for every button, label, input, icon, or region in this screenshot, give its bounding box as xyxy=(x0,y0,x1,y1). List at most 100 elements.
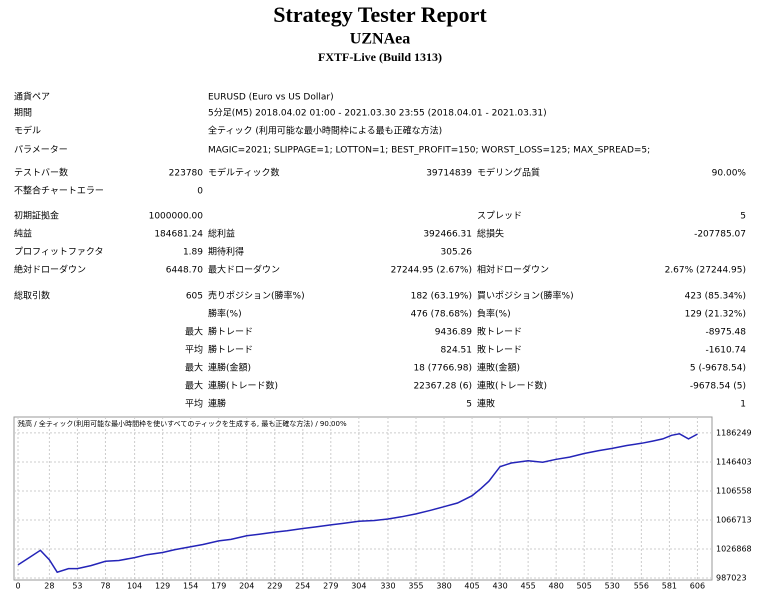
field-label: 連勝(金額) xyxy=(208,362,251,374)
x-tick-label: 581 xyxy=(662,582,677,591)
x-tick-label: 405 xyxy=(464,582,479,591)
field-label: 総利益 xyxy=(208,228,235,240)
x-tick-label: 154 xyxy=(183,582,198,591)
y-tick-label: 1066713 xyxy=(716,515,752,524)
field-label: 連勝(トレード数) xyxy=(208,380,278,392)
field-label: 売りポジション(勝率%) xyxy=(208,290,305,302)
field-value: MAGIC=2021; SLIPPAGE=1; LOTTON=1; BEST_P… xyxy=(208,146,650,156)
field-value: -9678.54 (5) xyxy=(690,382,746,392)
field-label: 連敗(金額) xyxy=(477,362,520,374)
x-tick-label: 355 xyxy=(408,582,423,591)
field-label: パラメーター xyxy=(14,145,68,156)
x-tick-label: 0 xyxy=(15,582,20,591)
field-value: 18 (7766.98) xyxy=(413,364,472,374)
field-value: 90.00% xyxy=(712,169,747,179)
field-value: 182 (63.19%) xyxy=(411,292,472,302)
field-value: 476 (78.68%) xyxy=(411,310,472,320)
field-value: -1610.74 xyxy=(706,346,747,356)
field-label: 敗トレード xyxy=(477,326,522,338)
field-label: 初期証拠金 xyxy=(14,210,59,222)
x-tick-label: 380 xyxy=(436,582,451,591)
field-value: 6448.70 xyxy=(166,266,203,276)
y-tick-label: 1026868 xyxy=(716,544,752,553)
field-value: 9436.89 xyxy=(435,328,472,338)
x-tick-label: 229 xyxy=(267,582,282,591)
y-tick-label: 1146403 xyxy=(716,457,752,466)
expert-name: UZNAea xyxy=(350,31,410,48)
field-label: スプレッド xyxy=(477,211,522,222)
field-value: 1.89 xyxy=(183,248,203,258)
x-tick-label: 53 xyxy=(72,582,82,591)
field-value: 最大 xyxy=(185,362,203,374)
field-value: EURUSD (Euro vs US Dollar) xyxy=(208,93,334,103)
x-tick-label: 204 xyxy=(239,582,254,591)
field-value: 全ティック (利用可能な最小時間枠による最も正確な方法) xyxy=(208,125,442,137)
y-tick-label: 987023 xyxy=(716,574,747,583)
field-label: 相対ドローダウン xyxy=(477,264,549,276)
field-label: 総損失 xyxy=(477,228,504,240)
x-tick-label: 606 xyxy=(690,582,705,591)
field-value: 最大 xyxy=(185,326,203,338)
field-label: 連敗(トレード数) xyxy=(477,380,547,392)
x-tick-label: 254 xyxy=(295,582,310,591)
y-tick-label: 1186249 xyxy=(716,428,752,437)
field-value: 最大 xyxy=(185,380,203,392)
report-title: Strategy Tester Report xyxy=(273,2,487,27)
field-value: 5 (-9678.54) xyxy=(690,364,746,374)
field-value: 184681.24 xyxy=(154,230,203,240)
field-value: 39714839 xyxy=(426,169,472,179)
balance-line xyxy=(17,433,698,574)
field-value: 305.26 xyxy=(441,248,473,258)
chart-frame xyxy=(13,416,713,581)
field-value: 平均 xyxy=(185,398,203,410)
y-tick-label: 1106558 xyxy=(716,486,752,495)
x-tick-label: 530 xyxy=(605,582,620,591)
x-tick-label: 179 xyxy=(211,582,226,591)
field-value: 1000000.00 xyxy=(149,212,204,222)
field-label: 期間 xyxy=(14,108,32,119)
x-tick-label: 505 xyxy=(577,582,592,591)
field-value: 824.51 xyxy=(441,346,473,356)
x-tick-label: 304 xyxy=(351,582,366,591)
field-label: 総取引数 xyxy=(14,290,50,302)
field-label: プロフィットファクタ xyxy=(14,247,103,258)
field-label: 勝トレード xyxy=(208,326,253,338)
field-label: 通貨ペア xyxy=(14,91,50,103)
field-label: 最大ドローダウン xyxy=(208,264,280,276)
field-label: 絶対ドローダウン xyxy=(14,264,86,276)
x-tick-label: 480 xyxy=(549,582,564,591)
x-tick-label: 104 xyxy=(127,582,142,591)
server-name: FXTF-Live (Build 1313) xyxy=(318,50,442,64)
field-label: 純益 xyxy=(14,228,32,240)
field-value: 223780 xyxy=(169,169,204,179)
x-tick-label: 78 xyxy=(100,582,110,591)
field-label: モデル xyxy=(14,125,41,137)
field-label: 連勝 xyxy=(208,398,226,410)
field-value: 平均 xyxy=(185,344,203,356)
field-label: 勝率(%) xyxy=(208,308,242,320)
field-label: モデルティック数 xyxy=(208,167,279,179)
field-label: 期待利得 xyxy=(208,246,244,258)
field-value: 5 xyxy=(740,212,746,222)
x-tick-label: 279 xyxy=(323,582,338,591)
field-value: 22367.28 (6) xyxy=(413,382,472,392)
x-tick-label: 455 xyxy=(520,582,535,591)
field-label: 連敗 xyxy=(477,398,495,410)
x-tick-label: 28 xyxy=(44,582,54,591)
field-value: 392466.31 xyxy=(423,230,472,240)
field-value: 5 xyxy=(466,400,472,410)
field-label: 勝トレード xyxy=(208,344,253,356)
field-value: 423 (85.34%) xyxy=(685,292,746,302)
field-value: -207785.07 xyxy=(694,230,746,240)
field-value: 0 xyxy=(197,187,203,197)
field-label: 不整合チャートエラー xyxy=(14,185,104,197)
field-value: -8975.48 xyxy=(706,328,747,338)
field-value: 129 (21.32%) xyxy=(685,310,746,320)
field-label: 買いポジション(勝率%) xyxy=(477,290,574,302)
field-value: 2.67% (27244.95) xyxy=(665,266,746,276)
field-value: 1 xyxy=(740,400,746,410)
field-label: 敗トレード xyxy=(477,344,522,356)
chart-title: 残高 / 全ティック(利用可能な最小時間枠を使いすべてのティックを生成する, 最… xyxy=(18,419,347,428)
